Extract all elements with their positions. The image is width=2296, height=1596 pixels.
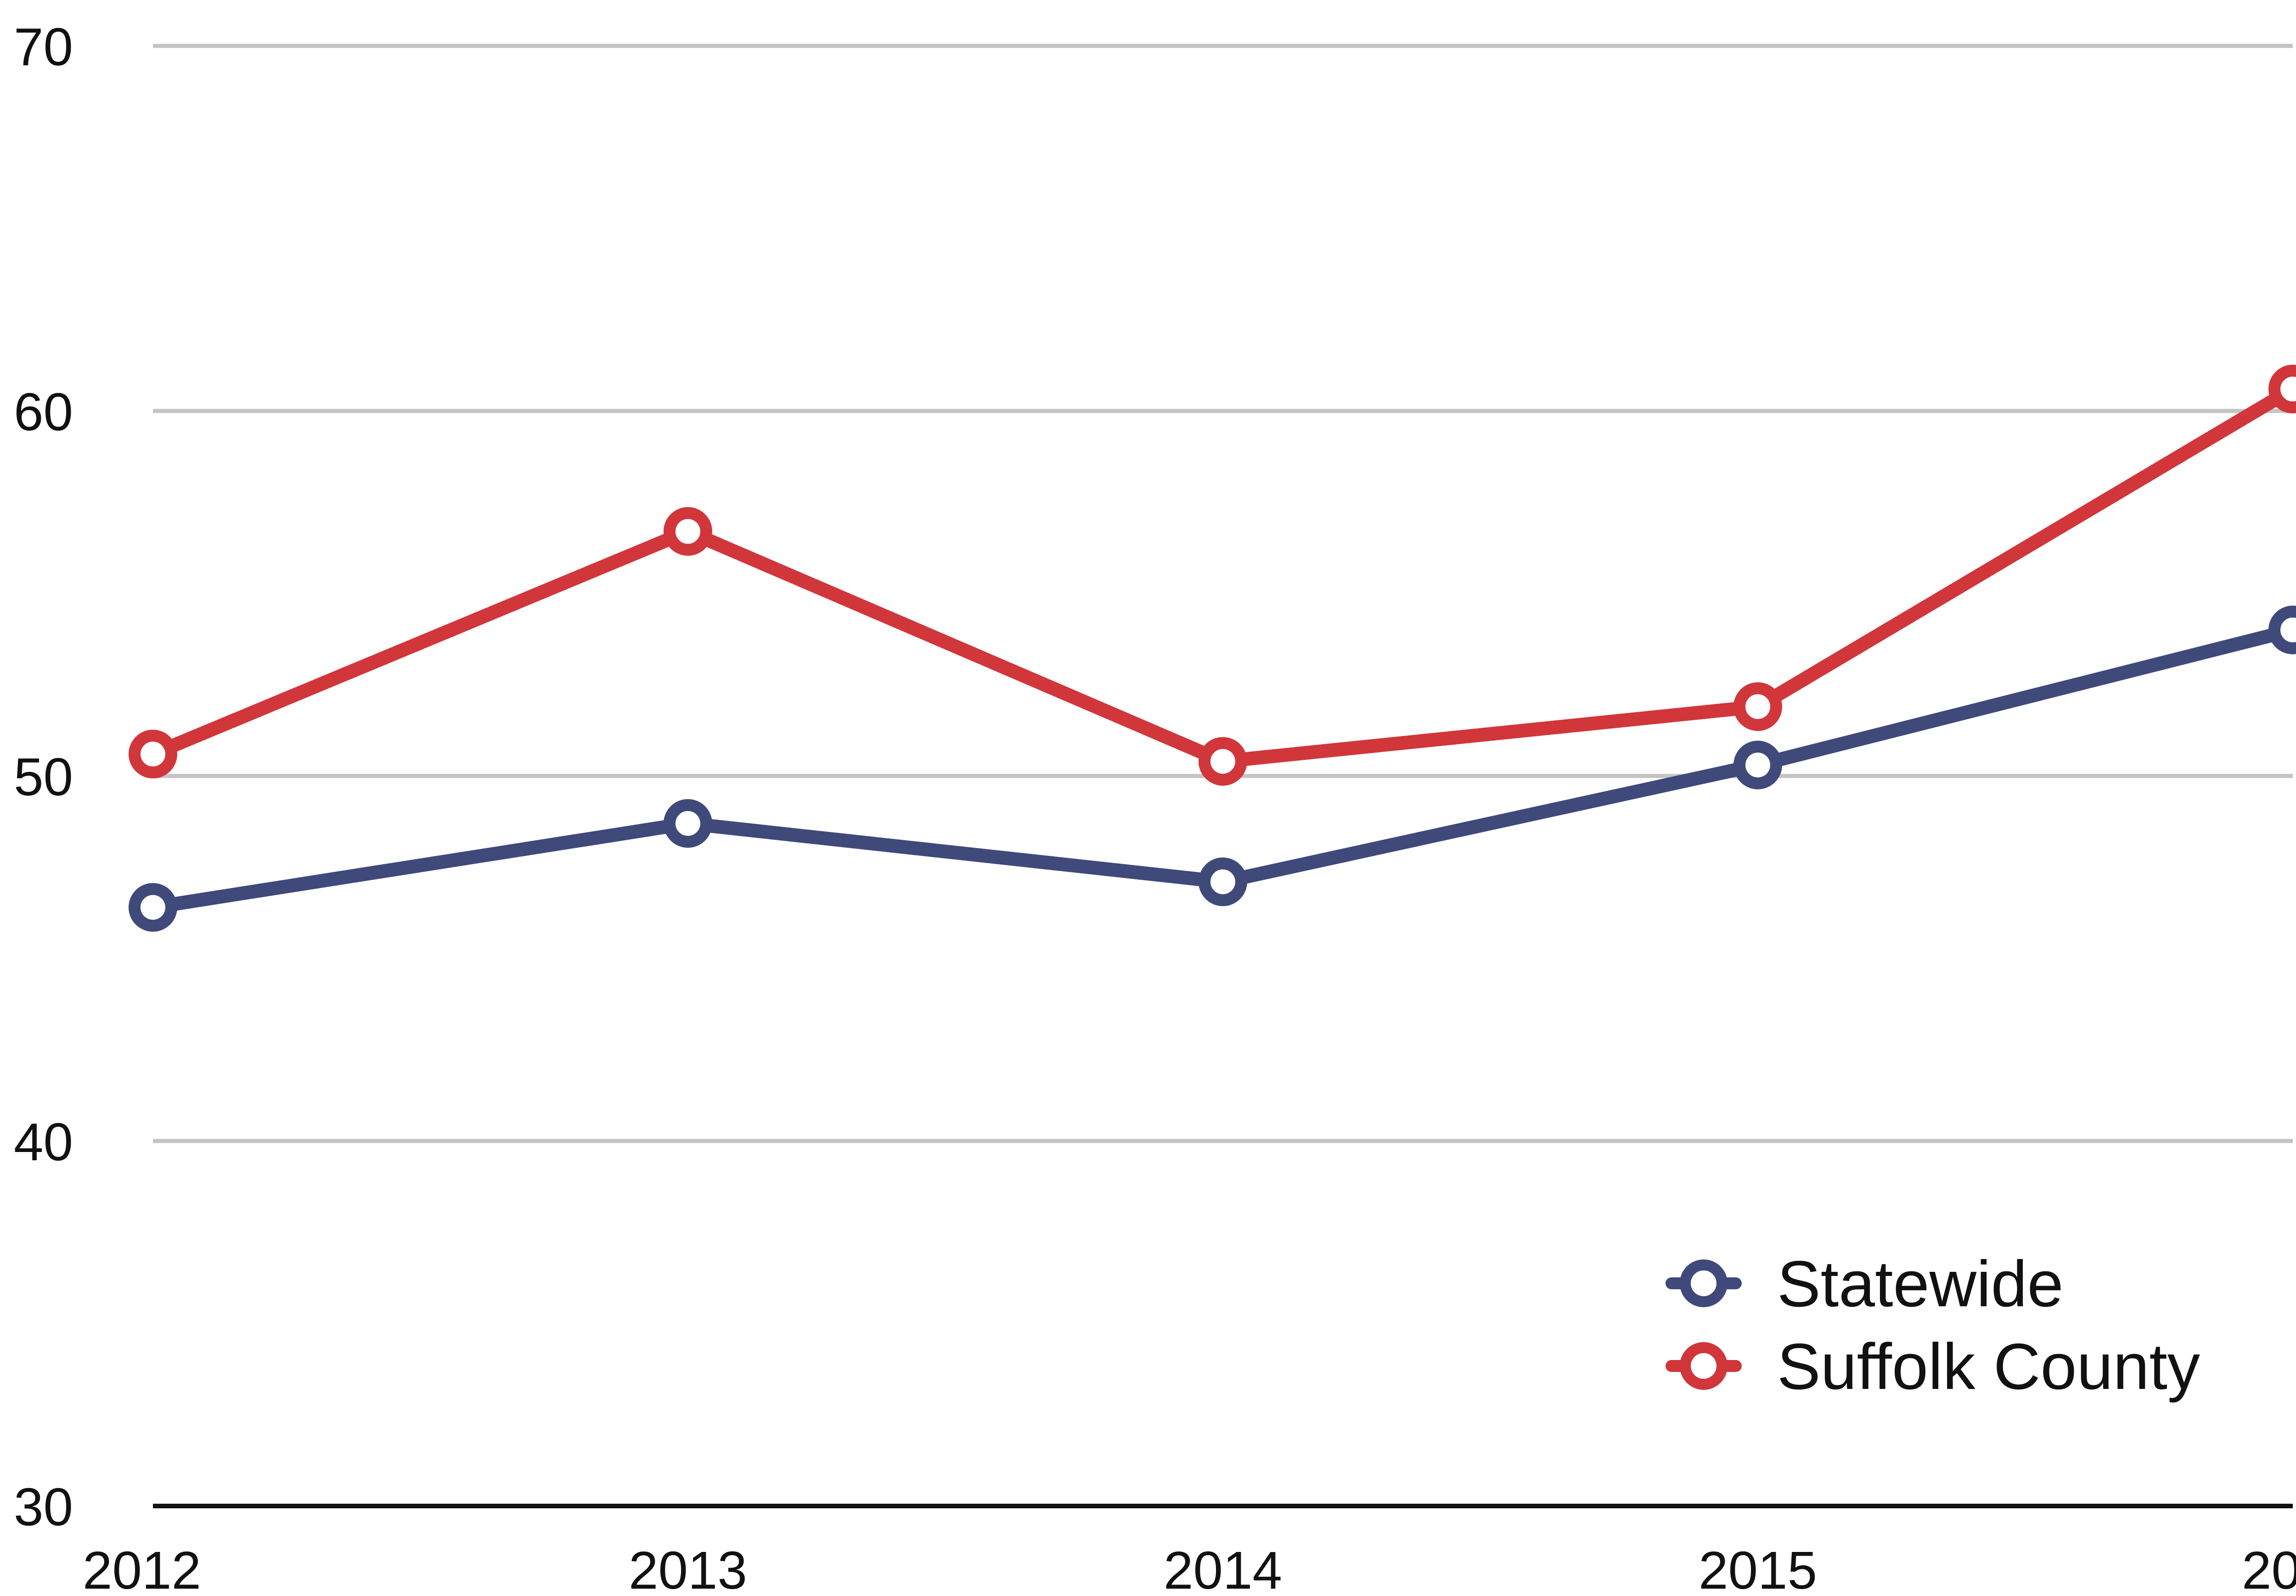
data-point-suffolk-county-2015 bbox=[1733, 682, 1782, 731]
x-tick-label-2015: 2015 bbox=[1699, 1540, 1817, 1596]
data-point-statewide-2016 bbox=[2268, 606, 2296, 654]
x-tick-label-2016: 2016 bbox=[2242, 1540, 2296, 1596]
data-point-statewide-2015 bbox=[1733, 741, 1782, 790]
series-lines bbox=[146, 382, 2296, 915]
x-tick-label-2013: 2013 bbox=[629, 1540, 747, 1596]
data-point-suffolk-county-2013 bbox=[664, 507, 712, 556]
data-point-suffolk-county-2016 bbox=[2268, 365, 2296, 414]
data-point-statewide-2014 bbox=[1199, 857, 1247, 906]
y-tick-label-40: 40 bbox=[14, 1112, 73, 1172]
data-markers bbox=[129, 365, 2296, 932]
legend-label-statewide: Statewide bbox=[1777, 1248, 2064, 1321]
y-tick-label-30: 30 bbox=[14, 1477, 73, 1537]
legend-swatch-marker-suffolk-county bbox=[1680, 1342, 1728, 1390]
data-point-suffolk-county-2012 bbox=[129, 730, 177, 779]
y-tick-label-50: 50 bbox=[14, 747, 73, 807]
x-tick-label-2014: 2014 bbox=[1164, 1540, 1282, 1596]
x-tick-label-2012: 2012 bbox=[83, 1540, 201, 1596]
y-tick-label-60: 60 bbox=[14, 382, 73, 442]
legend-item-suffolk-county: Suffolk County bbox=[1666, 1330, 2200, 1403]
legend-swatch-marker-statewide bbox=[1680, 1259, 1728, 1307]
gridlines bbox=[153, 44, 2293, 1143]
legend-label-suffolk-county: Suffolk County bbox=[1777, 1330, 2200, 1403]
data-point-statewide-2013 bbox=[664, 799, 712, 848]
axes: 30 40 50 60 70 2012 2013 2014 2015 2016 bbox=[14, 17, 2296, 1596]
data-point-suffolk-county-2014 bbox=[1199, 737, 1247, 786]
y-tick-label-70: 70 bbox=[14, 17, 73, 77]
data-point-statewide-2012 bbox=[129, 883, 177, 932]
legend-item-statewide: Statewide bbox=[1666, 1248, 2064, 1321]
legend: Statewide Suffolk County bbox=[1666, 1248, 2200, 1403]
